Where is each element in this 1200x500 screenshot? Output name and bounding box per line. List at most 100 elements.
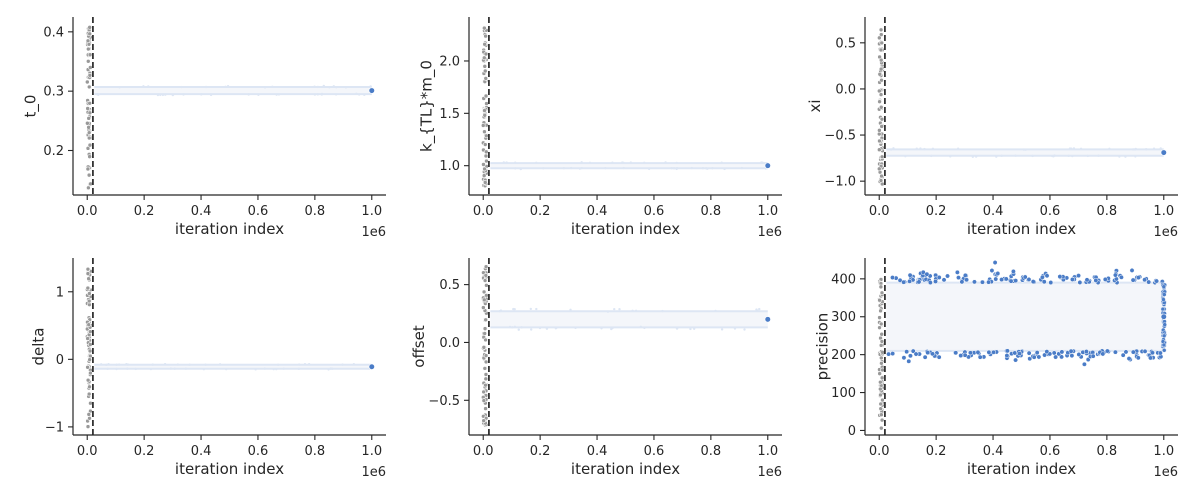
chain-sample-point bbox=[1044, 349, 1050, 355]
y-tick-label: 1 bbox=[56, 285, 64, 300]
chain-sample-point bbox=[316, 85, 320, 89]
chain-sample-point bbox=[277, 93, 281, 96]
chain-sample-point bbox=[316, 93, 320, 96]
chain-sample-point bbox=[1108, 147, 1111, 151]
chain-sample-point bbox=[1068, 147, 1072, 150]
chain-sample-point bbox=[1097, 154, 1100, 157]
chain-sample-point bbox=[913, 351, 919, 357]
chain-sample-point bbox=[1118, 155, 1121, 158]
burnin-sample-point bbox=[482, 180, 488, 185]
burnin-sample-point bbox=[484, 101, 489, 106]
burnin-sample-point bbox=[85, 377, 91, 383]
x-axis-offset-label: 1e6 bbox=[361, 465, 386, 480]
burnin-sample-point bbox=[877, 35, 882, 41]
burnin-sample-point bbox=[87, 142, 93, 148]
chain-sample-point bbox=[611, 161, 614, 164]
burnin-sample-point bbox=[85, 106, 90, 111]
x-tick-label: 0.8 bbox=[701, 204, 722, 219]
burnin-sample-point bbox=[85, 271, 91, 276]
chain-sample-point bbox=[344, 86, 348, 89]
burnin-sample-point bbox=[86, 135, 92, 141]
burnin-sample-point bbox=[879, 355, 884, 361]
chain-sample-point bbox=[204, 85, 208, 89]
chain-sample-point bbox=[1130, 349, 1136, 355]
burnin-sample-point bbox=[878, 386, 883, 392]
burnin-sample-point bbox=[878, 178, 884, 183]
chain-sample-point bbox=[1039, 274, 1045, 280]
chain-sample-point bbox=[329, 367, 332, 370]
burnin-sample-point bbox=[481, 162, 486, 167]
burnin-sample-point bbox=[481, 55, 487, 61]
chain-sample-point bbox=[886, 351, 892, 357]
burnin-sample-point bbox=[483, 76, 489, 81]
chain-sample-point bbox=[980, 279, 985, 285]
x-tick-label: 0.6 bbox=[644, 444, 665, 459]
chain-sample-point bbox=[335, 86, 338, 89]
chain-sample-point bbox=[901, 355, 907, 361]
chain-sample-point bbox=[1161, 297, 1166, 302]
chain-sample-point bbox=[890, 351, 896, 357]
x-tick-label: 0.8 bbox=[305, 204, 326, 219]
chain-sample-point bbox=[1034, 350, 1040, 356]
burnin-sample-point bbox=[483, 359, 489, 365]
burnin-sample-point bbox=[482, 326, 488, 331]
x-tick-label: 0.4 bbox=[191, 444, 212, 459]
chain-sample-point bbox=[498, 310, 501, 313]
chain-sample-point bbox=[1086, 154, 1090, 158]
x-tick-label: 0.2 bbox=[530, 444, 551, 459]
burnin-sample-point bbox=[879, 77, 884, 83]
chain-sample-point bbox=[956, 147, 960, 150]
chain-sample-point bbox=[916, 279, 922, 285]
chain-sample-point bbox=[1126, 356, 1132, 362]
y-tick-label: −1.0 bbox=[824, 175, 856, 190]
burnin-sample-point bbox=[878, 284, 884, 290]
chain-sample-point bbox=[313, 93, 317, 96]
x-tick-label: 0.2 bbox=[530, 204, 551, 219]
chain-sample-point bbox=[514, 167, 517, 170]
burnin-sample-point bbox=[480, 123, 486, 128]
x-tick-label: 0.6 bbox=[1040, 204, 1061, 219]
last-sample-point bbox=[764, 162, 771, 169]
x-tick-label: 0.2 bbox=[134, 444, 155, 459]
chain-sample-point bbox=[962, 272, 968, 278]
chain-sample-point bbox=[588, 161, 592, 165]
chain-sample-point bbox=[925, 350, 931, 356]
chain-sample-point bbox=[271, 85, 274, 89]
chain-sample-point bbox=[327, 368, 330, 371]
burnin-sample-point bbox=[483, 317, 488, 323]
chain-sample-point bbox=[517, 328, 520, 331]
burnin-sample-point bbox=[876, 166, 882, 172]
chain-sample-point bbox=[986, 279, 992, 285]
chain-band bbox=[490, 163, 768, 169]
chain-sample-point bbox=[1150, 350, 1155, 356]
x-tick-label: 0.0 bbox=[869, 204, 890, 219]
chain-sample-point bbox=[948, 155, 952, 158]
chain-sample-point bbox=[1134, 147, 1137, 151]
chain-sample-point bbox=[275, 367, 278, 371]
trace-panel-2: 0.0 0.2 0.4 0.6 0.8 1.0 1.0 1.5 2.0 iteration ind… bbox=[418, 17, 782, 240]
chain-sample-point bbox=[1022, 274, 1028, 280]
chain-sample-point bbox=[1083, 349, 1089, 355]
burnin-sample-point bbox=[878, 27, 884, 33]
chain-sample-point bbox=[758, 307, 761, 311]
chain-sample-point bbox=[904, 155, 907, 158]
burnin-sample-point bbox=[481, 418, 486, 423]
chain-sample-point bbox=[1013, 357, 1019, 363]
x-axis-label: iteration index bbox=[175, 220, 284, 238]
x-tick-label: 1.0 bbox=[1153, 204, 1174, 219]
chain-sample-point bbox=[1148, 355, 1153, 361]
burnin-sample-point bbox=[87, 291, 92, 296]
chain-sample-point bbox=[1120, 352, 1126, 358]
trace-panel-3: 0.0 0.2 0.4 0.6 0.8 1.0 −1.0 −0.5 0.0 0.5 iteratio… bbox=[806, 17, 1178, 240]
chain-sample-point bbox=[629, 161, 633, 164]
chain-sample-point bbox=[1079, 147, 1083, 151]
chain-sample-point bbox=[263, 367, 266, 370]
chain-sample-point bbox=[1072, 147, 1076, 150]
burnin-sample-point bbox=[483, 33, 488, 39]
chain-sample-point bbox=[1162, 322, 1167, 327]
chain-sample-point bbox=[204, 363, 207, 366]
chain-band bbox=[94, 364, 372, 369]
chain-sample-point bbox=[1090, 353, 1096, 359]
chain-sample-point bbox=[923, 147, 926, 151]
